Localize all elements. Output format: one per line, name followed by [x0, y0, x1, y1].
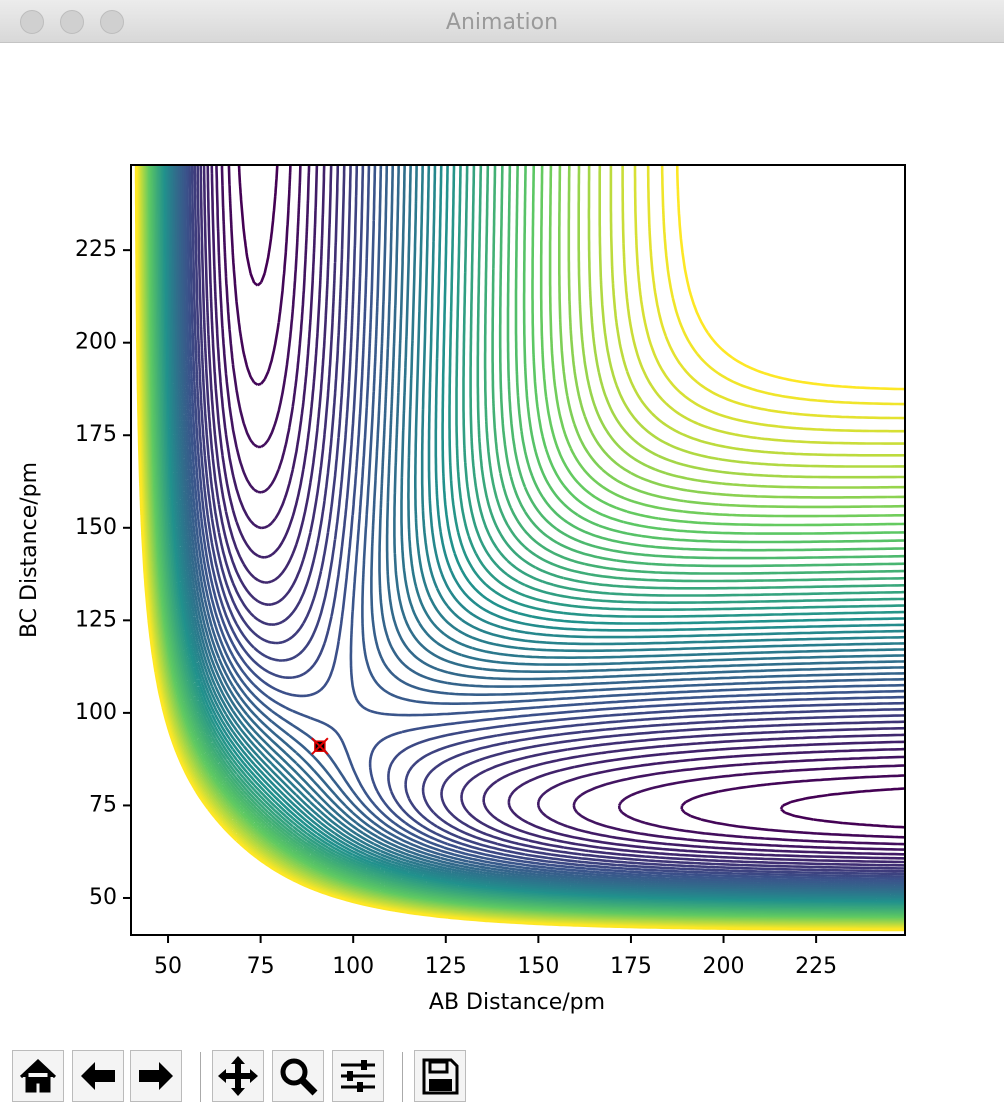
contour-line — [164, 165, 905, 902]
y-tick-label: 200 — [75, 330, 117, 355]
y-tick-label: 150 — [75, 515, 117, 540]
y-axis-label: BC Distance/pm — [17, 462, 42, 638]
y-tick-label: 125 — [75, 607, 117, 632]
contour-line — [210, 165, 905, 856]
contour-line — [196, 165, 905, 870]
contour-line — [173, 165, 905, 893]
x-tick-label: 100 — [332, 954, 374, 979]
x-tick-label: 125 — [425, 954, 467, 979]
x-tick-label: 200 — [703, 954, 745, 979]
contour-line — [177, 165, 905, 889]
contour-line — [190, 165, 905, 876]
y-tick-label: 225 — [75, 237, 117, 262]
contour-line — [162, 165, 905, 904]
marker-cross — [311, 737, 329, 755]
contour-line — [185, 165, 905, 881]
contour-line — [165, 165, 905, 901]
contour-line — [161, 165, 905, 905]
plot-frame — [130, 164, 906, 936]
y-tick-label: 100 — [75, 700, 117, 725]
contour-line — [167, 165, 905, 899]
contour-line — [215, 165, 905, 851]
x-tick-label: 75 — [247, 954, 275, 979]
home-button[interactable] — [12, 1050, 64, 1102]
x-tick-label: 225 — [795, 954, 837, 979]
contour-line — [202, 165, 905, 864]
contour-line — [134, 165, 905, 932]
contours — [134, 165, 905, 932]
contour-line — [188, 165, 905, 878]
contour-line — [199, 165, 905, 867]
contour-line — [206, 165, 905, 860]
contour-line — [183, 165, 905, 883]
close-button[interactable] — [20, 10, 44, 34]
x-tick-label: 175 — [610, 954, 652, 979]
x-tick-label: 150 — [517, 954, 559, 979]
x-axis-label: AB Distance/pm — [429, 990, 605, 1015]
title-bar: Animation — [0, 0, 1004, 43]
x-tick-label: 50 — [154, 954, 182, 979]
contour-line — [168, 165, 905, 898]
zoom-button[interactable] — [100, 10, 124, 34]
contour-line — [220, 165, 905, 846]
window-title: Animation — [445, 10, 559, 35]
contour-line — [175, 165, 905, 891]
contour-line — [172, 165, 905, 895]
y-tick-label: 175 — [75, 422, 117, 447]
contour-line — [237, 165, 905, 829]
contour-line — [227, 165, 905, 839]
back-button[interactable] — [72, 1050, 124, 1102]
contour-line — [179, 165, 905, 887]
toolbar — [0, 1046, 1004, 1110]
forward-button[interactable] — [130, 1050, 182, 1102]
y-tick-label: 75 — [89, 792, 117, 817]
zoom-tool-button[interactable] — [272, 1050, 324, 1102]
save-button[interactable] — [414, 1050, 466, 1102]
minimize-button[interactable] — [60, 10, 84, 34]
axes: 50 75 100 125 150 175 200 225 50 75 100 125 150 175 20… — [75, 164, 906, 979]
contour-line — [193, 165, 905, 873]
y-tick-label: 50 — [89, 885, 117, 910]
configure-button[interactable] — [332, 1050, 384, 1102]
contour-line — [170, 165, 905, 896]
contour-line — [159, 165, 905, 907]
contour-line — [158, 165, 905, 908]
pan-button[interactable] — [212, 1050, 264, 1102]
contour-line — [181, 165, 905, 885]
